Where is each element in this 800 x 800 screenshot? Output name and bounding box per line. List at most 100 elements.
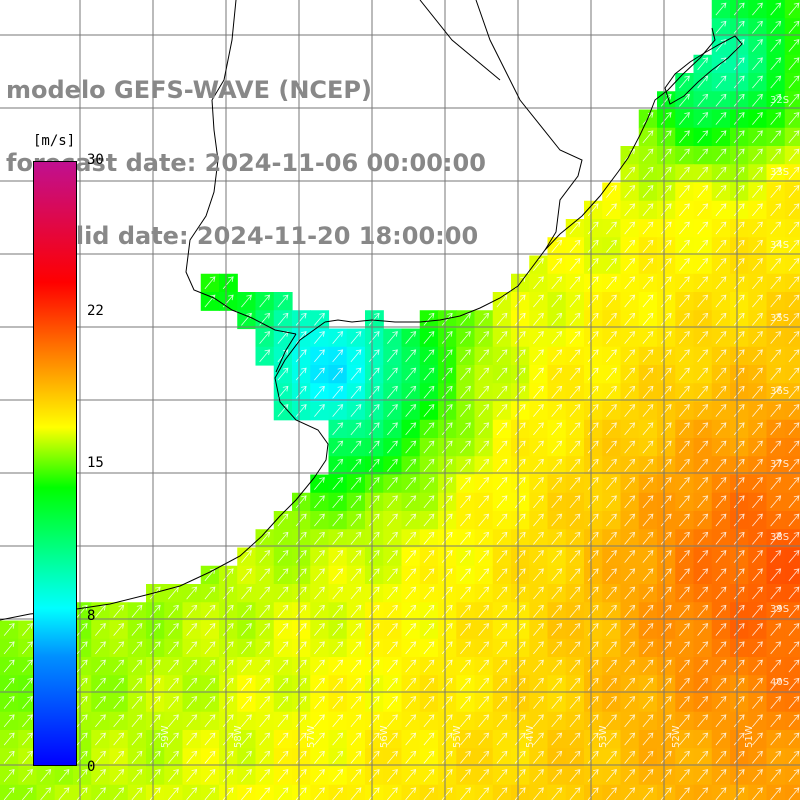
wind-cell <box>474 730 494 749</box>
wind-cell <box>730 784 749 800</box>
wind-arrow <box>770 404 782 417</box>
wind-arrow <box>587 714 599 728</box>
wind-arrow <box>131 714 143 728</box>
wind-arrow <box>387 750 398 764</box>
wind-arrow <box>569 312 581 326</box>
wind-cell <box>766 127 786 147</box>
wind-arrow <box>697 769 709 782</box>
wind-arrow <box>624 276 636 290</box>
wind-cell <box>474 620 494 640</box>
wind-cell <box>766 657 786 676</box>
wind-arrow <box>679 769 690 782</box>
wind-cell <box>529 328 549 348</box>
wind-arrow <box>478 422 490 436</box>
wind-arrow <box>22 696 33 709</box>
wind-cell <box>693 620 713 640</box>
wind-arrow <box>314 550 325 563</box>
wind-cell <box>547 328 567 348</box>
wind-cell <box>620 164 640 184</box>
wind-arrow <box>679 221 690 235</box>
wind-cell <box>620 456 640 476</box>
wind-arrow <box>642 349 654 363</box>
wind-arrow <box>332 623 344 636</box>
wind-cell <box>419 657 439 676</box>
wind-cell <box>602 365 622 384</box>
wind-arrow <box>295 513 307 527</box>
wind-arrow <box>441 422 453 436</box>
wind-arrow <box>606 769 617 782</box>
wind-arrow <box>697 750 709 764</box>
wind-arrow <box>40 787 52 800</box>
wind-cell <box>565 273 585 293</box>
wind-cell <box>620 547 640 567</box>
wind-cell <box>638 219 658 238</box>
wind-arrow <box>533 440 544 454</box>
wind-cell <box>602 255 622 275</box>
wind-arrow <box>533 404 544 417</box>
wind-arrow <box>241 623 252 636</box>
wind-arrow <box>405 550 417 563</box>
wind-cell <box>529 748 549 768</box>
wind-arrow <box>733 239 745 253</box>
wind-arrow <box>770 203 782 217</box>
wind-arrow <box>660 769 672 782</box>
wind-cell <box>511 456 530 476</box>
wind-cell <box>748 146 768 165</box>
wind-arrow <box>569 349 581 363</box>
wind-arrow <box>314 787 325 800</box>
wind-cell <box>748 638 768 658</box>
wind-cell <box>766 620 786 640</box>
wind-arrow <box>186 714 198 728</box>
wind-cell <box>529 456 549 476</box>
wind-cell <box>784 109 800 129</box>
wind-arrow <box>587 750 599 764</box>
wind-arrow <box>697 458 709 472</box>
wind-cell <box>711 91 731 111</box>
wind-arrow <box>752 623 763 636</box>
wind-arrow <box>733 331 745 344</box>
wind-cell <box>255 584 275 603</box>
wind-cell <box>365 419 384 439</box>
wind-cell <box>474 584 494 603</box>
wind-arrow <box>788 203 800 217</box>
wind-cell <box>620 620 640 640</box>
wind-cell <box>748 310 768 330</box>
wind-arrow <box>405 385 417 399</box>
wind-arrow <box>441 513 453 527</box>
wind-arrow <box>149 623 161 636</box>
wind-arrow <box>752 203 763 217</box>
wind-arrow <box>679 93 690 107</box>
wind-arrow <box>441 696 453 709</box>
wind-cell <box>730 273 749 293</box>
wind-arrow <box>332 404 344 417</box>
wind-arrow <box>679 75 690 89</box>
wind-arrow <box>368 331 380 344</box>
wind-arrow <box>606 787 617 800</box>
wind-cell <box>419 511 439 530</box>
wind-arrow <box>715 732 727 746</box>
wind-arrow <box>441 550 453 563</box>
wind-cell <box>711 565 731 585</box>
wind-cell <box>602 237 622 257</box>
wind-arrow <box>405 677 417 691</box>
wind-arrow <box>624 422 636 436</box>
wind-arrow <box>168 604 179 618</box>
wind-arrow <box>405 422 417 436</box>
wind-cell <box>310 401 330 421</box>
wind-arrow <box>149 750 161 764</box>
wind-cell <box>164 693 184 713</box>
wind-cell <box>383 383 403 403</box>
wind-arrow <box>752 677 763 691</box>
wind-cell <box>292 511 311 530</box>
wind-cell <box>182 730 202 749</box>
wind-cell <box>784 529 800 549</box>
wind-cell <box>273 730 293 749</box>
wind-cell <box>711 620 731 640</box>
wind-cell <box>401 401 421 421</box>
wind-arrow <box>460 568 471 582</box>
wind-arrow <box>314 714 325 728</box>
wind-arrow <box>679 367 690 381</box>
wind-arrow <box>277 568 289 582</box>
wind-arrow <box>259 641 271 655</box>
